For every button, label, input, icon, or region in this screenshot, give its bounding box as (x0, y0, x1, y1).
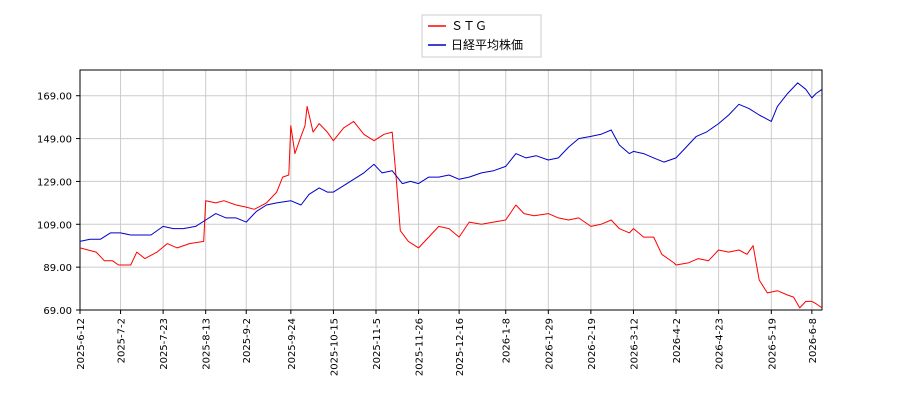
x-tick-label: 2026-1-29 (544, 318, 555, 370)
x-tick-label: 2025-7-23 (159, 318, 170, 370)
x-axis: 2025-6-12 2025-7-2 2025-7-23 2025-8-13 2025-… (76, 310, 819, 376)
x-tick-label: 2026-2-19 (587, 318, 598, 370)
legend-label-nikkei: 日経平均株価 (451, 37, 523, 52)
y-tick-label: 169.00 (37, 92, 72, 103)
y-axis: 69.00 89.00 109.00 129.00 149.00 169.00 (37, 92, 80, 317)
x-tick-label: 2025-10-15 (329, 318, 340, 376)
legend: ＳＴＧ 日経平均株価 (421, 14, 542, 58)
x-tick-label: 2025-6-12 (76, 318, 87, 370)
x-tick-label: 2025-11-26 (415, 318, 426, 376)
plot-frame (79, 69, 823, 311)
x-tick-label: 2025-12-16 (455, 318, 466, 376)
x-tick-label: 2025-9-2 (242, 318, 253, 363)
x-tick-label: 2025-9-24 (287, 318, 298, 370)
x-tick-label: 2025-7-2 (117, 318, 128, 363)
series-line-nikkei (79, 82, 823, 242)
x-tick-label: 2026-4-23 (715, 318, 726, 370)
x-tick-label: 2026-5-19 (767, 318, 778, 370)
legend-box (421, 14, 542, 58)
x-tick-label: 2026-3-12 (629, 318, 640, 370)
grid (79, 70, 822, 311)
y-tick-label: 149.00 (37, 135, 72, 146)
plot-background (80, 70, 822, 310)
y-tick-label: 69.00 (43, 306, 72, 317)
x-tick-label: 2026-4-2 (672, 318, 683, 363)
x-tick-label: 2025-8-13 (202, 318, 213, 370)
x-tick-label: 2025-11-5 (372, 318, 383, 370)
y-tick-label: 129.00 (37, 177, 72, 188)
series-layer (79, 82, 823, 309)
x-tick-label: 2026-1-8 (502, 318, 513, 363)
y-tick-label: 89.00 (43, 263, 72, 274)
legend-label-stg: ＳＴＧ (451, 19, 487, 33)
series-line-stg (79, 105, 823, 309)
y-tick-label: 109.00 (37, 220, 72, 231)
x-tick-label: 2026-6-8 (808, 318, 819, 363)
